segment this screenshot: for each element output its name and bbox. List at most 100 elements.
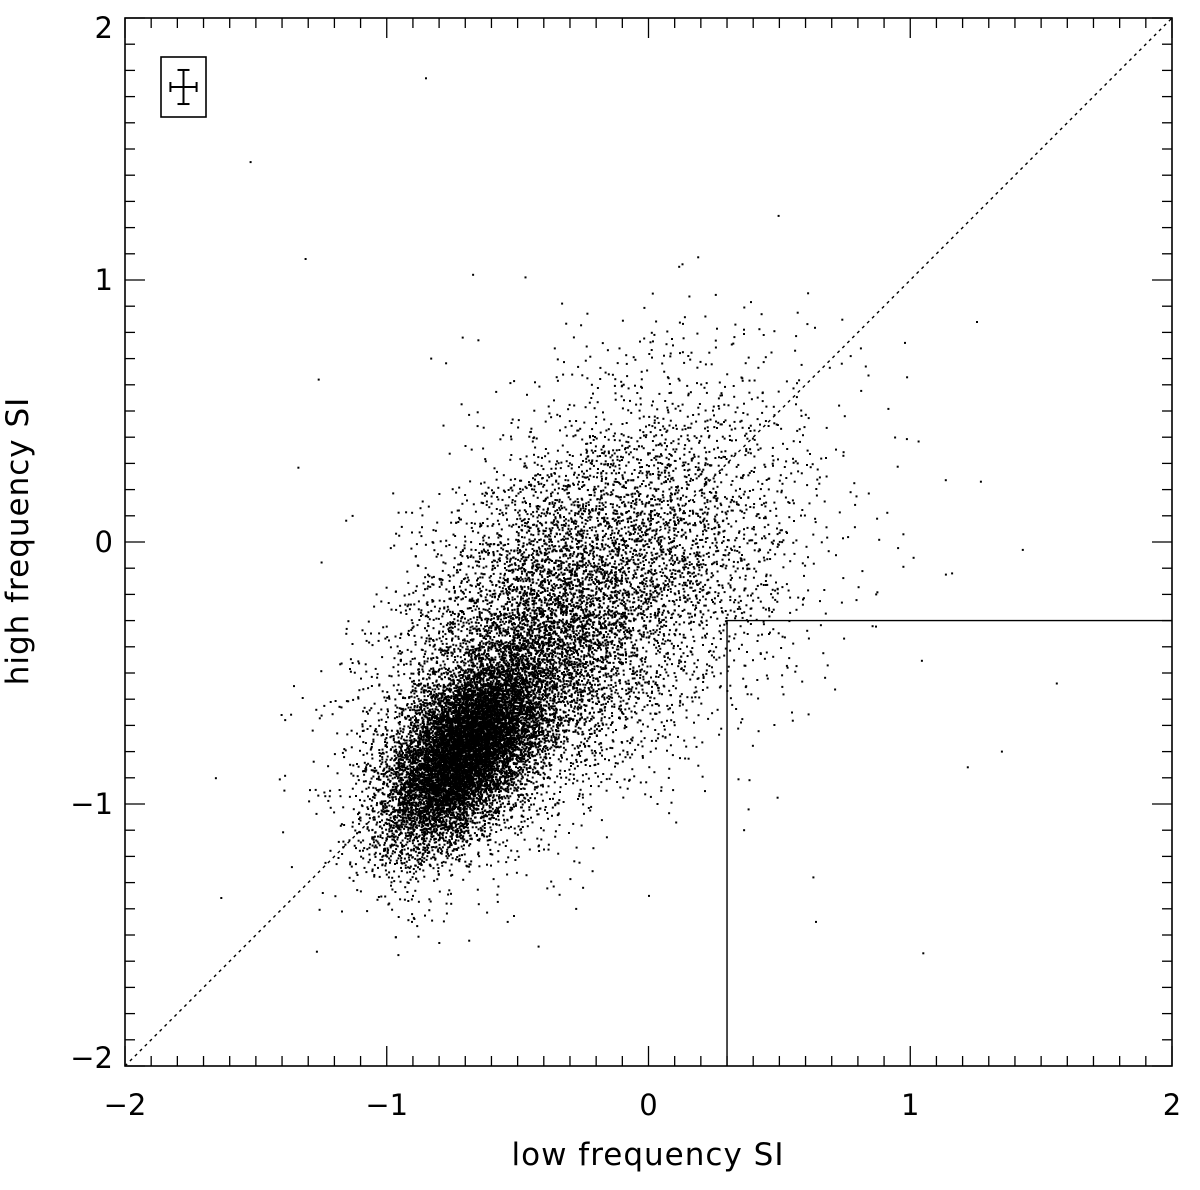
data-point <box>448 841 451 844</box>
data-point <box>535 662 538 665</box>
data-point <box>477 689 480 692</box>
data-point <box>373 792 376 795</box>
data-point <box>411 793 414 796</box>
data-point <box>577 726 580 729</box>
data-point <box>397 824 400 827</box>
data-point <box>398 854 400 857</box>
data-point <box>405 776 408 779</box>
data-point <box>533 734 536 736</box>
data-point <box>448 753 451 756</box>
data-point <box>427 795 430 798</box>
data-point <box>519 780 522 783</box>
data-point <box>398 800 401 803</box>
data-point <box>462 701 465 704</box>
data-point <box>354 863 357 866</box>
data-point <box>519 674 522 677</box>
data-point <box>431 738 434 741</box>
data-point <box>368 798 371 801</box>
data-point <box>544 679 547 682</box>
data-point <box>516 697 518 700</box>
data-point <box>566 625 569 628</box>
data-point <box>494 798 497 801</box>
data-point <box>509 712 511 715</box>
data-point <box>458 710 461 713</box>
data-point <box>527 721 530 724</box>
data-point <box>461 774 464 777</box>
data-point <box>386 755 389 758</box>
data-point <box>435 737 438 740</box>
data-point <box>390 820 393 822</box>
data-point <box>476 647 479 650</box>
data-point <box>400 870 403 873</box>
data-point <box>562 644 565 647</box>
data-point <box>441 642 444 645</box>
data-point <box>385 758 388 761</box>
data-point <box>517 769 520 772</box>
data-point <box>465 791 467 794</box>
data-point <box>521 715 524 718</box>
data-point <box>538 655 541 657</box>
data-point <box>507 784 510 787</box>
data-point <box>364 770 367 773</box>
data-point <box>514 802 517 805</box>
data-point <box>463 793 466 796</box>
data-point <box>407 758 410 761</box>
data-point <box>441 712 443 715</box>
data-point <box>452 829 455 832</box>
data-point <box>363 866 366 869</box>
data-point <box>493 781 496 783</box>
data-point <box>414 748 417 751</box>
data-point <box>471 814 474 817</box>
data-point <box>446 722 449 725</box>
data-point <box>432 753 435 756</box>
data-point <box>451 849 454 852</box>
data-point <box>518 756 521 759</box>
data-point <box>479 678 482 681</box>
data-point <box>424 744 427 747</box>
data-point <box>449 731 452 734</box>
data-point <box>543 629 546 632</box>
data-point <box>410 821 413 824</box>
data-point <box>440 823 443 826</box>
data-point <box>393 764 396 767</box>
data-point <box>420 754 423 757</box>
data-point <box>458 854 461 857</box>
data-point <box>404 807 407 810</box>
data-point <box>400 859 402 862</box>
data-point <box>462 700 465 703</box>
data-point <box>355 847 357 850</box>
data-point <box>480 789 483 792</box>
data-point <box>407 856 410 859</box>
data-point <box>412 808 415 811</box>
data-point <box>475 730 478 733</box>
data-point <box>490 667 493 670</box>
data-point <box>414 804 417 807</box>
data-point <box>453 672 456 675</box>
data-point <box>362 839 365 842</box>
data-point <box>491 717 494 720</box>
data-point <box>401 844 404 847</box>
data-point <box>472 804 475 806</box>
data-point <box>424 840 427 843</box>
data-point <box>592 695 595 698</box>
data-point <box>405 809 407 812</box>
data-point <box>436 736 439 739</box>
data-point <box>468 632 471 635</box>
data-point <box>378 875 381 878</box>
data-point <box>559 664 562 667</box>
data-point <box>536 720 539 723</box>
data-point <box>481 832 484 835</box>
data-point <box>463 689 466 692</box>
data-point <box>434 795 437 798</box>
data-point <box>354 829 357 832</box>
data-point <box>475 826 478 829</box>
x-tick-label: −2 <box>104 1088 147 1122</box>
data-point <box>483 673 485 676</box>
data-point <box>507 665 510 668</box>
data-point <box>388 796 391 799</box>
data-point <box>393 817 395 820</box>
data-point <box>493 698 496 701</box>
data-point <box>515 753 518 756</box>
data-point <box>388 830 391 833</box>
data-point <box>466 676 469 679</box>
